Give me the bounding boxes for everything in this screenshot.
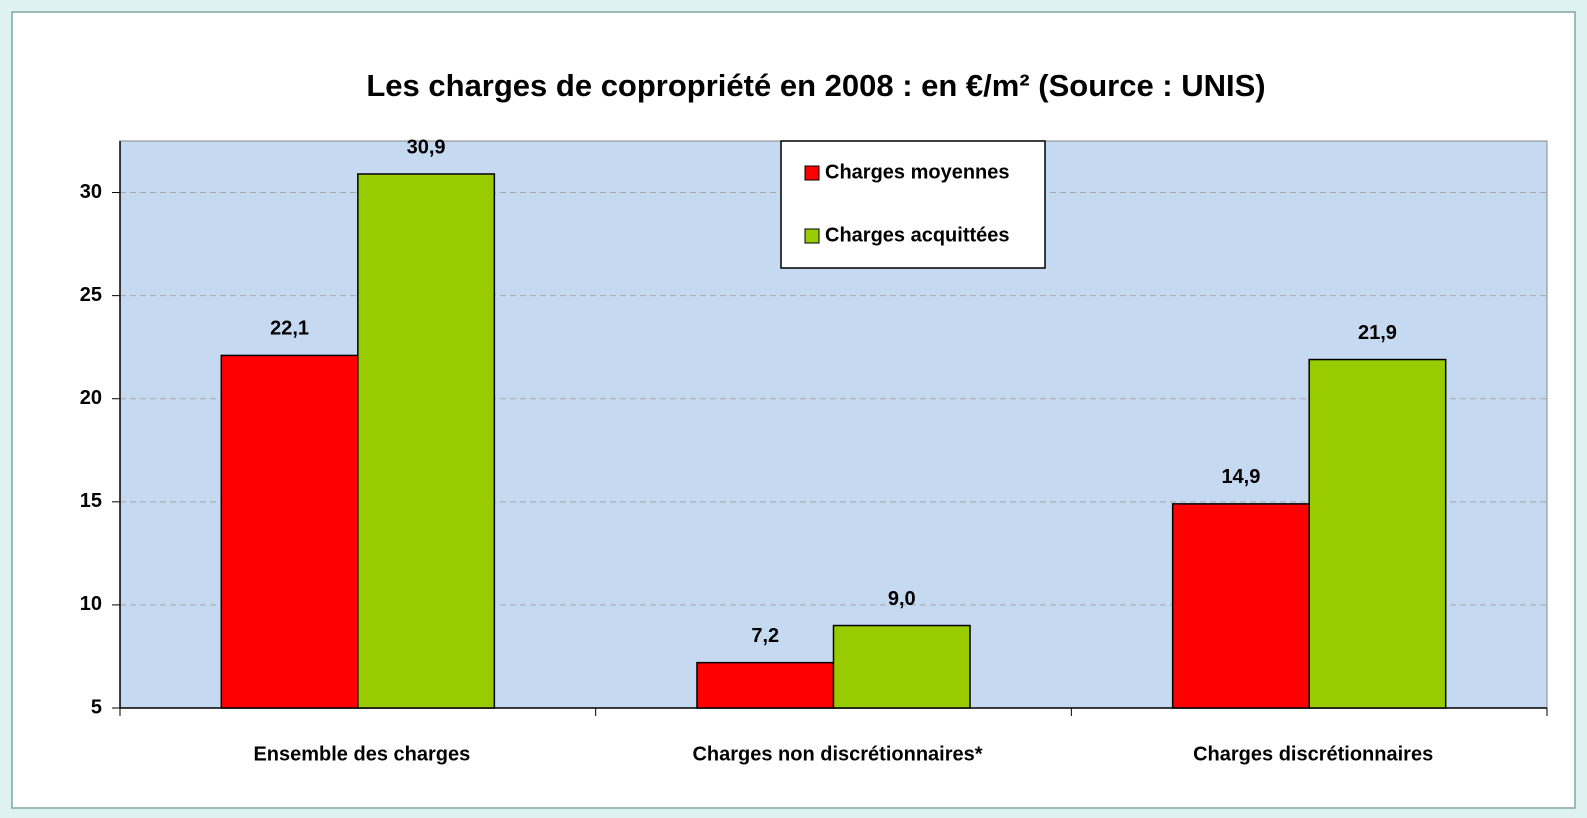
- y-tick-label: 10: [80, 593, 102, 615]
- bar: [1308, 358, 1447, 709]
- data-label: 21,9: [1358, 322, 1397, 344]
- data-label: 14,9: [1221, 466, 1260, 488]
- y-tick-label: 5: [91, 696, 102, 718]
- y-tick-label: 25: [80, 284, 102, 306]
- x-tick-label: Charges discrétionnaires: [1193, 743, 1433, 765]
- bar: [1171, 503, 1310, 709]
- data-label: 22,1: [270, 318, 309, 340]
- bar: [832, 624, 971, 709]
- x-tick-label: Ensemble des charges: [253, 743, 470, 765]
- bar: [696, 661, 835, 709]
- data-label: 7,2: [751, 625, 779, 647]
- data-label: 9,0: [888, 588, 916, 610]
- y-tick-label: 20: [80, 387, 102, 409]
- x-tick-label: Charges non discrétionnaires*: [692, 743, 982, 765]
- legend-label: Charges moyennes: [825, 161, 1010, 183]
- legend-box: [780, 140, 1046, 269]
- y-tick-label: 30: [80, 181, 102, 203]
- legend-label: Charges acquittées: [825, 224, 1010, 246]
- data-label: 30,9: [407, 136, 446, 158]
- bar: [357, 173, 496, 709]
- legend-swatch: [804, 228, 820, 244]
- chart-title: Les charges de copropriété en 2008 : en …: [366, 68, 1265, 103]
- y-tick-label: 15: [80, 490, 102, 512]
- bar: [220, 354, 359, 709]
- legend-swatch: [804, 165, 820, 181]
